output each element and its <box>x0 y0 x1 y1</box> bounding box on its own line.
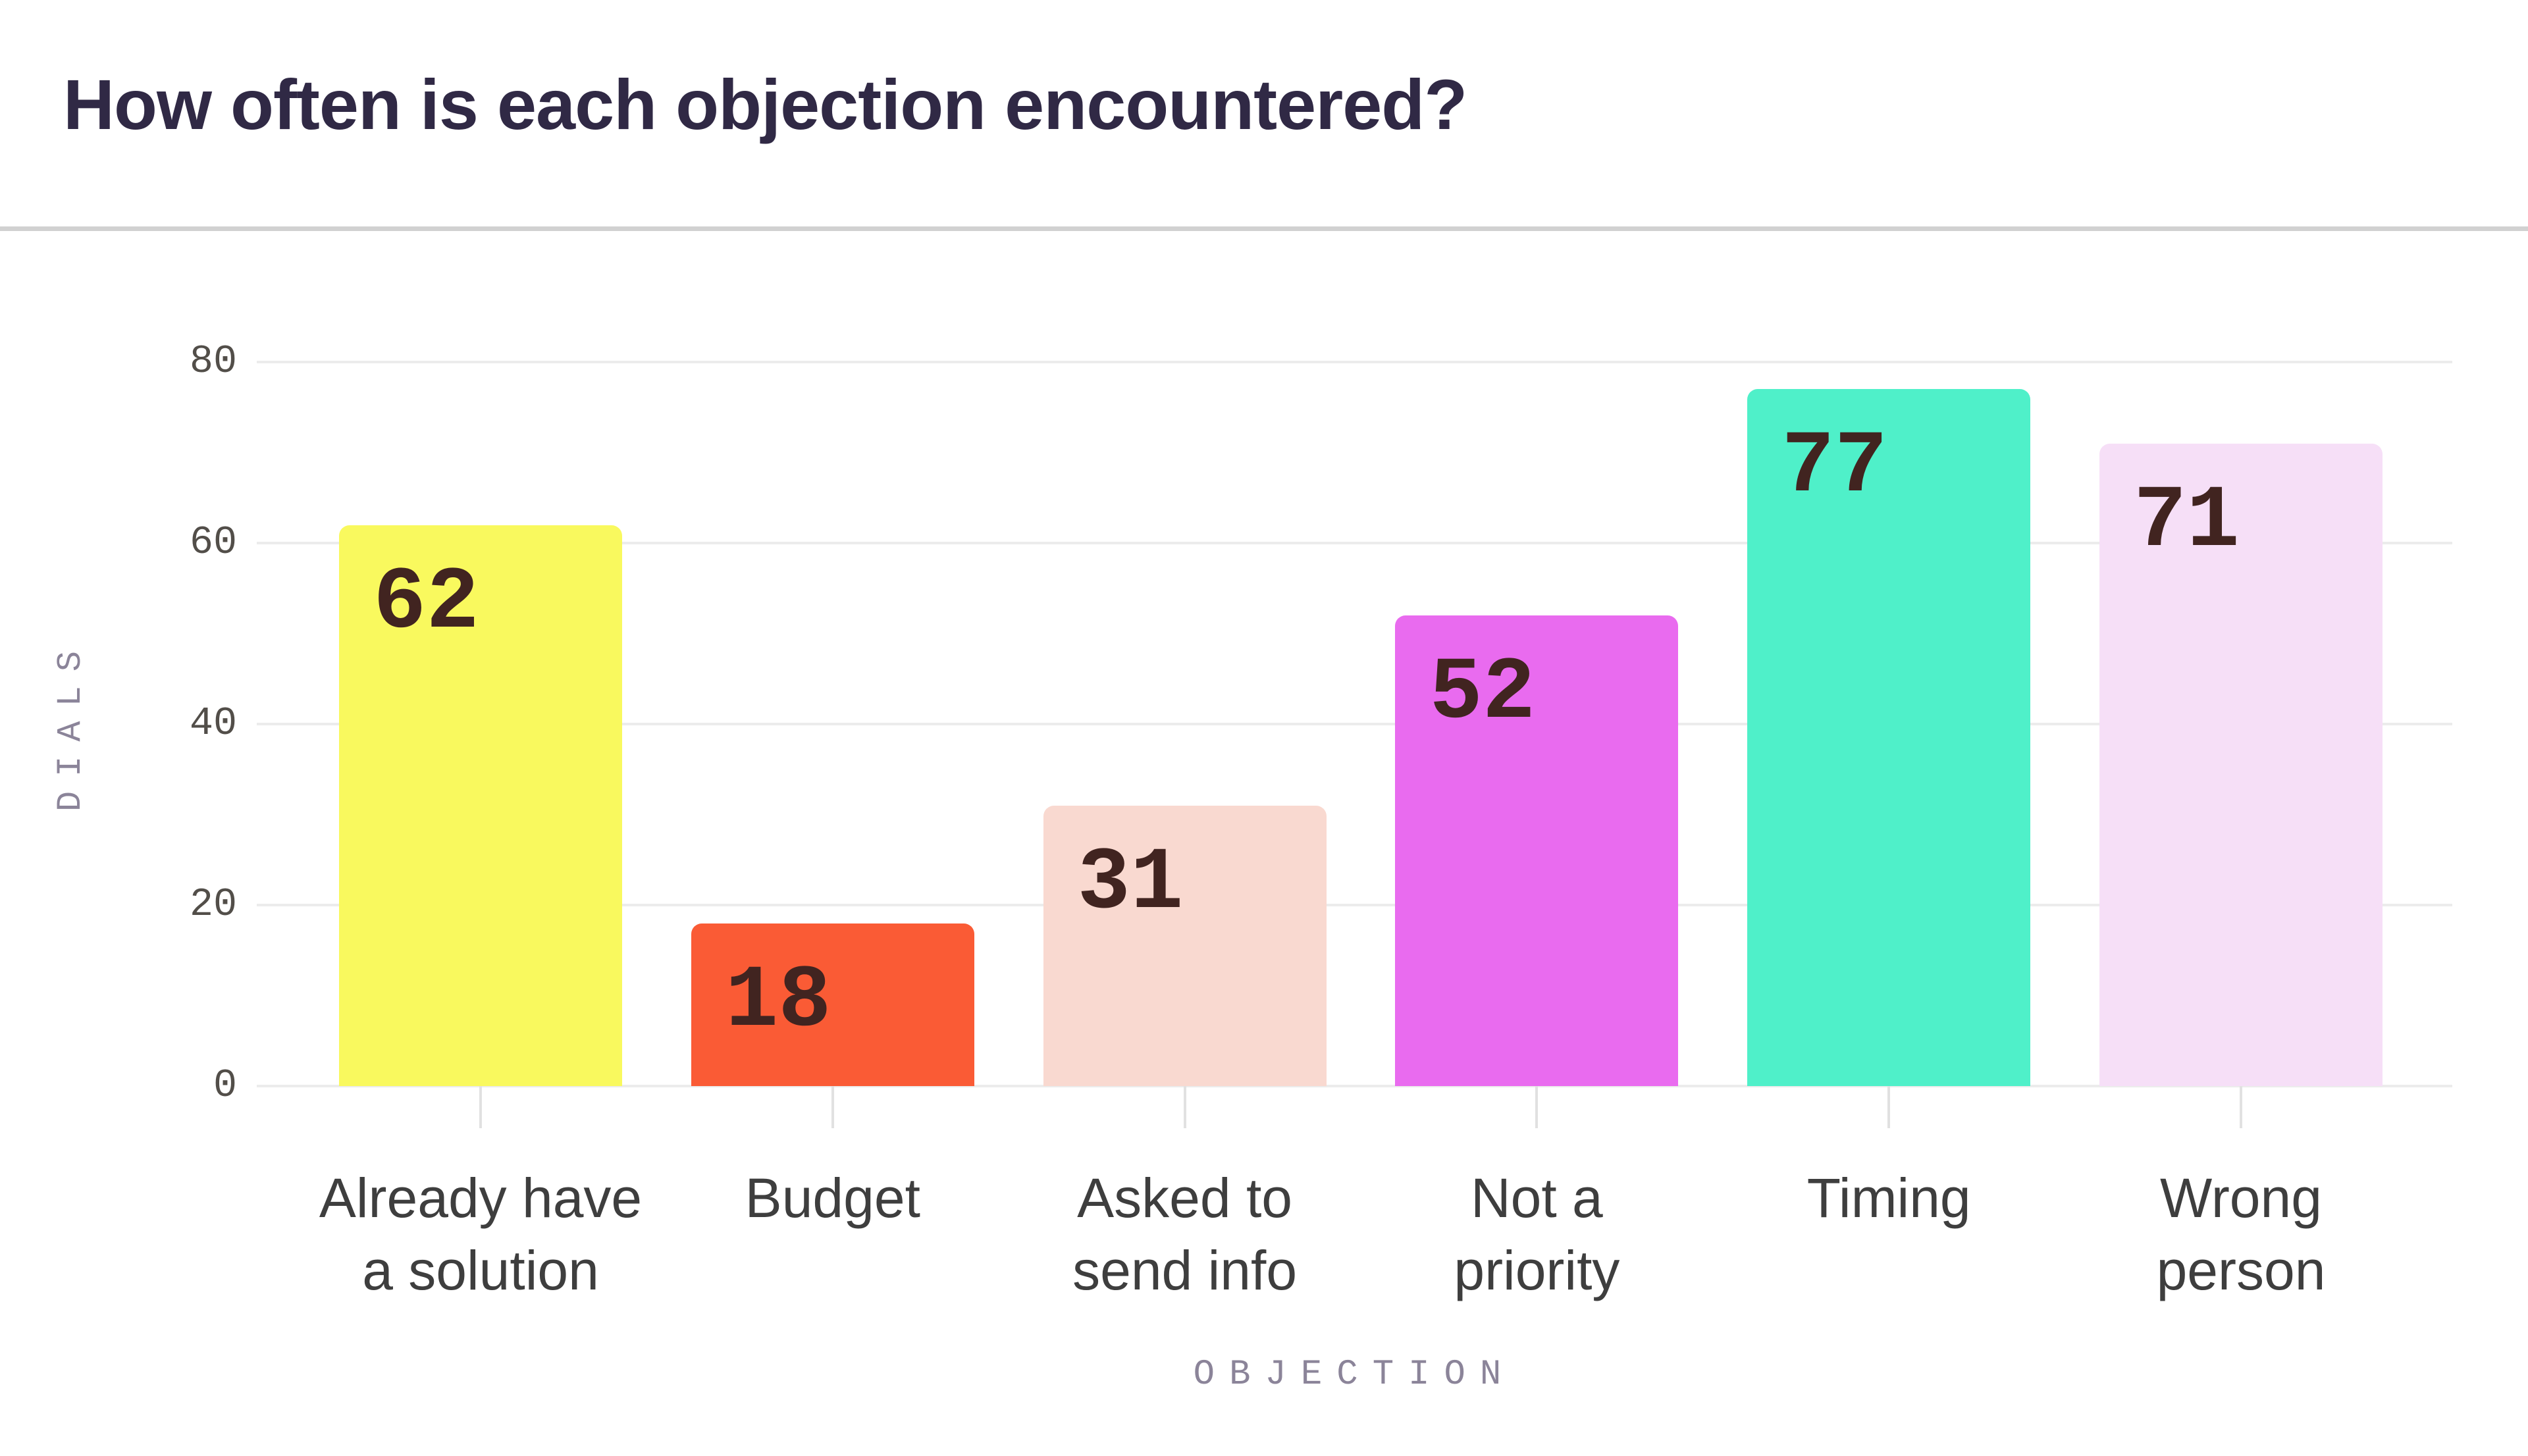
bar[interactable]: 77 <box>1747 389 2031 1086</box>
x-axis-category-label: Not a priority <box>1454 1167 1620 1301</box>
x-axis-tick <box>1887 1086 1891 1128</box>
bar[interactable]: 18 <box>691 923 974 1086</box>
x-axis-tick <box>831 1086 834 1128</box>
y-axis-title: DIALS <box>51 636 90 812</box>
bar-value-label: 31 <box>1077 833 1184 934</box>
bar[interactable]: 52 <box>1395 615 1679 1086</box>
x-axis-category-label: Wrong person <box>2156 1167 2326 1301</box>
gridline <box>257 1085 2452 1087</box>
chart-title: How often is each objection encountered? <box>63 65 1467 144</box>
bar-value-label: 18 <box>725 951 831 1052</box>
x-axis-title: OBJECTION <box>1193 1355 1516 1395</box>
x-axis-tick <box>1183 1086 1186 1128</box>
y-axis-tick-label: 20 <box>189 883 237 927</box>
bar-value-label: 77 <box>1781 417 1888 518</box>
x-axis-category-label: Asked to send info <box>1072 1167 1298 1301</box>
x-axis-category-label: Already have a solution <box>319 1167 643 1301</box>
gridline <box>257 542 2452 544</box>
y-axis-tick-label: 0 <box>213 1064 237 1108</box>
gridline <box>257 904 2452 906</box>
x-axis-tick <box>1535 1086 1539 1128</box>
x-axis-category-label: Timing <box>1806 1167 1971 1229</box>
y-axis-tick-label: 80 <box>189 340 237 384</box>
bar[interactable]: 62 <box>339 525 622 1086</box>
bar-value-label: 71 <box>2134 471 2240 572</box>
x-axis-category-label: Budget <box>745 1167 920 1229</box>
bar[interactable]: 31 <box>1043 805 1327 1086</box>
bar[interactable]: 71 <box>2099 443 2383 1086</box>
gridline <box>257 361 2452 363</box>
title-divider <box>0 226 2528 231</box>
y-axis-tick-label: 40 <box>189 702 237 746</box>
plot-area: 62 Already have a solution 18 Budget 31 Asked… <box>257 361 2452 1301</box>
bar-value-label: 52 <box>1429 644 1536 744</box>
gridline <box>257 723 2452 725</box>
x-axis-tick <box>2240 1086 2242 1128</box>
x-axis-tick <box>479 1086 482 1128</box>
y-axis-tick-label: 60 <box>189 521 237 565</box>
bar-value-label: 62 <box>373 553 479 654</box>
